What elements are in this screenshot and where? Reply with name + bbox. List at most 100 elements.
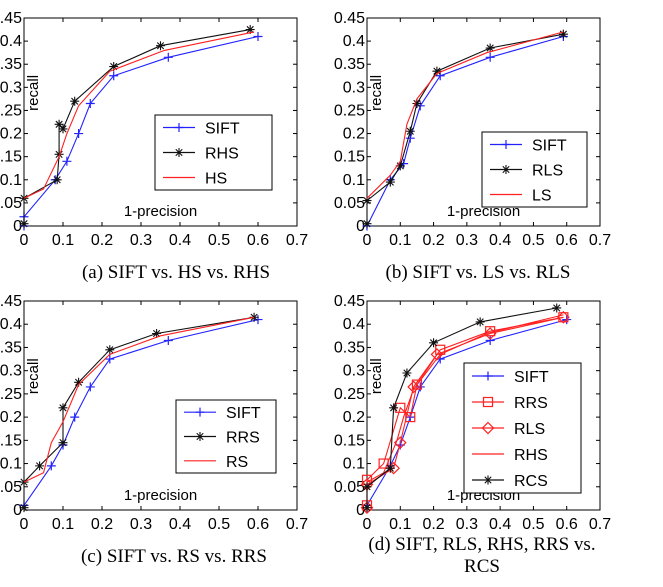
y-tick-label: 0.25 — [0, 386, 22, 403]
data-point-rls — [362, 219, 372, 229]
chart-caption: (b) SIFT vs. LS vs. RLS — [386, 262, 571, 283]
x-tick-label: 0.7 — [589, 516, 611, 533]
y-tick-label: 0.25 — [334, 386, 365, 403]
data-point-rhs — [245, 25, 255, 35]
data-point-rhs — [54, 119, 64, 129]
data-point-rrs — [249, 312, 259, 322]
legend: SIFT RRS RLS RHS RCS — [463, 362, 582, 494]
data-point-rrs — [58, 438, 68, 448]
legend-marker-sift — [483, 371, 493, 381]
x-tick-label: 0.6 — [556, 232, 578, 249]
data-point-sift — [415, 382, 425, 392]
series-line-rrs — [366, 316, 564, 506]
y-tick-label: 0.2 — [343, 409, 365, 426]
y-tick-label: 0.2 — [0, 126, 22, 143]
data-point-sift — [105, 354, 115, 364]
series-hs — [23, 31, 255, 199]
y-tick-label: 0.3 — [343, 363, 365, 380]
y-tick-label: 0 — [13, 502, 22, 519]
series-rcs — [362, 303, 562, 513]
x-tick-label: 0.2 — [91, 516, 113, 533]
legend: SIFT RHS HS — [154, 114, 273, 191]
y-tick-label: 0.3 — [0, 79, 22, 96]
data-point-rls — [430, 348, 444, 361]
legend-marker-sift — [174, 123, 184, 132]
data-point-rrs — [378, 458, 389, 469]
y-tick-label: 0.2 — [343, 126, 365, 143]
y-tick-label: 0.15 — [0, 432, 22, 449]
x-tick-label: 0.6 — [247, 516, 269, 533]
x-tick-label: 0.3 — [130, 232, 152, 249]
legend-label-rls: RLS — [532, 163, 563, 180]
data-point-sift — [85, 99, 95, 109]
chart-panel-2: 0 0.1 0.2 0.3 0.4 0.5 0.6 0.7 0 0.05 0.1 0.15 0.2 0.2… — [334, 10, 611, 283]
data-point-rcs — [475, 317, 485, 327]
legend-marker-rrs — [195, 432, 205, 441]
y-tick-label: 0.3 — [343, 79, 365, 96]
legend-label-rhs: RHS — [205, 146, 239, 163]
data-point-rrs — [105, 345, 115, 355]
y-tick-label: 0.05 — [334, 195, 365, 212]
y-axis-label: recall — [368, 75, 385, 111]
series-line-ls — [366, 31, 564, 199]
x-tick-label: 0.6 — [247, 232, 269, 249]
legend-marker-sift — [501, 140, 511, 149]
data-point-sift — [163, 52, 173, 62]
data-point-sift — [109, 71, 119, 81]
data-point-sift — [74, 129, 84, 139]
y-tick-label: 0.45 — [334, 10, 365, 27]
y-tick-label: 0.1 — [0, 172, 22, 189]
y-tick-label: 0.05 — [0, 479, 22, 496]
series-line-hs — [23, 31, 255, 199]
x-tick-label: 0.4 — [169, 516, 191, 533]
legend: SIFT RRS RS — [175, 399, 277, 474]
y-tick-label: 0.4 — [0, 316, 22, 333]
y-tick-label: 0 — [356, 218, 365, 235]
data-point-sift — [435, 71, 445, 81]
data-point-rhs — [58, 124, 68, 134]
legend-marker-rhs — [174, 148, 184, 157]
data-point-rhs — [109, 62, 119, 72]
y-tick-label: 0.4 — [0, 33, 22, 50]
y-tick-label: 0.35 — [0, 339, 22, 356]
data-point-sift — [70, 412, 80, 422]
x-tick-label: 0.1 — [389, 516, 411, 533]
legend-label-rhs: RHS — [514, 447, 548, 464]
data-point-rcs — [362, 482, 372, 492]
data-point-rcs — [552, 303, 562, 313]
chart-caption: (d) SIFT, RLS, RHS, RRS vs. RCS — [368, 534, 595, 577]
chart-caption: (c) SIFT vs. RS vs. RRS — [81, 546, 267, 567]
series-line-rcs — [366, 307, 557, 508]
data-point-rhs — [19, 219, 29, 229]
x-tick-label: 0.2 — [422, 516, 444, 533]
series-rls — [362, 29, 568, 229]
data-point-rrs — [558, 312, 569, 323]
legend-marker-rcs — [483, 475, 493, 485]
series-line-rls — [366, 316, 564, 508]
data-point-sift — [485, 335, 495, 345]
data-point-rcs — [429, 338, 439, 348]
data-point-rls — [362, 196, 372, 206]
data-point-rls — [432, 66, 442, 76]
data-point-rhs — [70, 96, 80, 106]
y-axis-label: recall — [368, 358, 385, 394]
data-point-sift — [46, 461, 56, 471]
x-tick-label: 0.2 — [91, 232, 113, 249]
legend-marker-rls — [501, 165, 511, 174]
x-tick-label: 0 — [20, 516, 29, 533]
series-line-sift — [23, 319, 259, 506]
data-point-rrs — [19, 503, 29, 513]
y-tick-label: 0.3 — [0, 363, 22, 380]
data-point-sift — [62, 156, 72, 166]
y-tick-label: 0.15 — [334, 149, 365, 166]
y-tick-label: 0.25 — [0, 102, 22, 119]
x-tick-label: 0.5 — [208, 516, 230, 533]
x-tick-label: 0 — [20, 232, 29, 249]
y-tick-label: 0 — [356, 502, 365, 519]
data-point-rls — [412, 99, 422, 109]
y-tick-label: 0.15 — [0, 149, 22, 166]
y-tick-label: 0.45 — [0, 293, 22, 310]
y-tick-label: 0 — [13, 218, 22, 235]
x-tick-label: 0 — [363, 232, 372, 249]
y-tick-label: 0.2 — [0, 409, 22, 426]
